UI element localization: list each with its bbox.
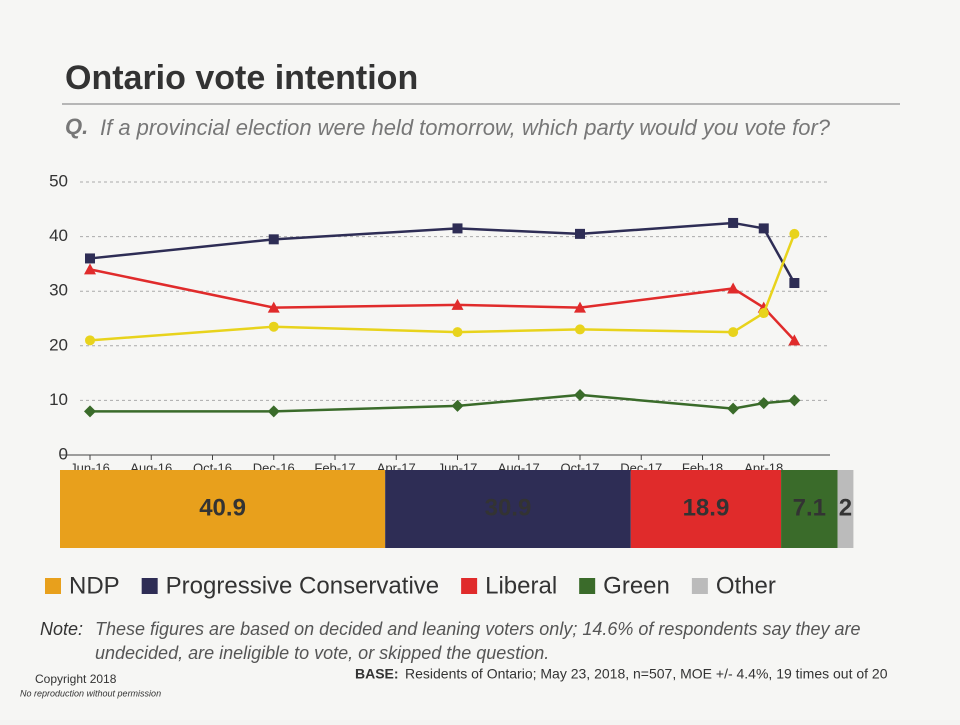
marker: [728, 327, 739, 338]
bar-segment: [630, 470, 782, 548]
marker: [788, 394, 801, 407]
legend-label: Green: [603, 572, 670, 599]
base-prefix: BASE:: [355, 666, 399, 682]
chart-title: Ontario vote intention: [65, 59, 418, 97]
legend-label: Other: [716, 572, 776, 599]
marker: [451, 298, 464, 310]
marker: [85, 253, 95, 264]
y-tick-label: 0: [59, 444, 68, 463]
question-prefix: Q.: [65, 114, 88, 139]
legend-label: Progressive Conservative: [166, 572, 439, 599]
marker: [85, 335, 95, 346]
reproduction: No reproduction without permission: [20, 688, 161, 698]
bar-segment: [385, 470, 631, 548]
marker: [451, 399, 464, 412]
y-tick-label: 30: [49, 281, 68, 300]
question-box: If a provincial election were held tomor…: [100, 115, 831, 140]
marker: [84, 263, 96, 275]
marker: [267, 405, 280, 418]
marker: [758, 308, 769, 319]
legend-swatch: [579, 578, 596, 594]
legend-swatch: [461, 578, 478, 594]
base: Residents of Ontario; May 23, 2018, n=50…: [405, 666, 888, 682]
marker: [84, 405, 96, 418]
note: These figures are based on decided and l…: [95, 619, 861, 663]
bar-value-label: 40.9: [199, 494, 246, 521]
marker: [268, 321, 279, 332]
marker: [727, 282, 740, 294]
marker: [727, 402, 740, 415]
marker: [788, 334, 801, 346]
bar-segment: [60, 470, 386, 548]
marker: [789, 278, 800, 289]
bar-segment: [781, 470, 838, 548]
marker: [575, 228, 585, 239]
note-box: These figures are based on decided and l…: [95, 619, 861, 663]
marker: [574, 388, 586, 401]
copyright: Copyright 2018: [35, 672, 117, 686]
marker: [452, 223, 463, 234]
legend-label: NDP: [69, 572, 120, 599]
marker: [574, 301, 586, 313]
bar-value-label: 30.9: [485, 494, 532, 521]
question: If a provincial election were held tomor…: [100, 115, 831, 140]
marker: [757, 397, 770, 410]
marker: [575, 324, 585, 335]
bar-value-label: 2: [839, 494, 852, 521]
marker: [758, 223, 769, 234]
y-tick-label: 20: [49, 335, 68, 354]
y-tick-label: 10: [49, 390, 68, 409]
y-tick-label: 50: [49, 171, 68, 190]
marker: [728, 217, 739, 228]
y-tick-label: 40: [49, 226, 68, 245]
marker: [267, 301, 280, 313]
marker: [268, 234, 279, 245]
bar-value-label: 7.1: [793, 494, 826, 521]
bar-value-label: 18.9: [683, 494, 730, 521]
bar-segment: [837, 470, 854, 548]
marker: [789, 228, 800, 239]
legend-swatch: [691, 578, 708, 594]
legend-swatch: [141, 578, 158, 594]
legend-label: Liberal: [485, 572, 557, 599]
legend-swatch: [45, 578, 61, 594]
marker: [452, 327, 463, 338]
note-prefix: Note:: [40, 619, 83, 639]
